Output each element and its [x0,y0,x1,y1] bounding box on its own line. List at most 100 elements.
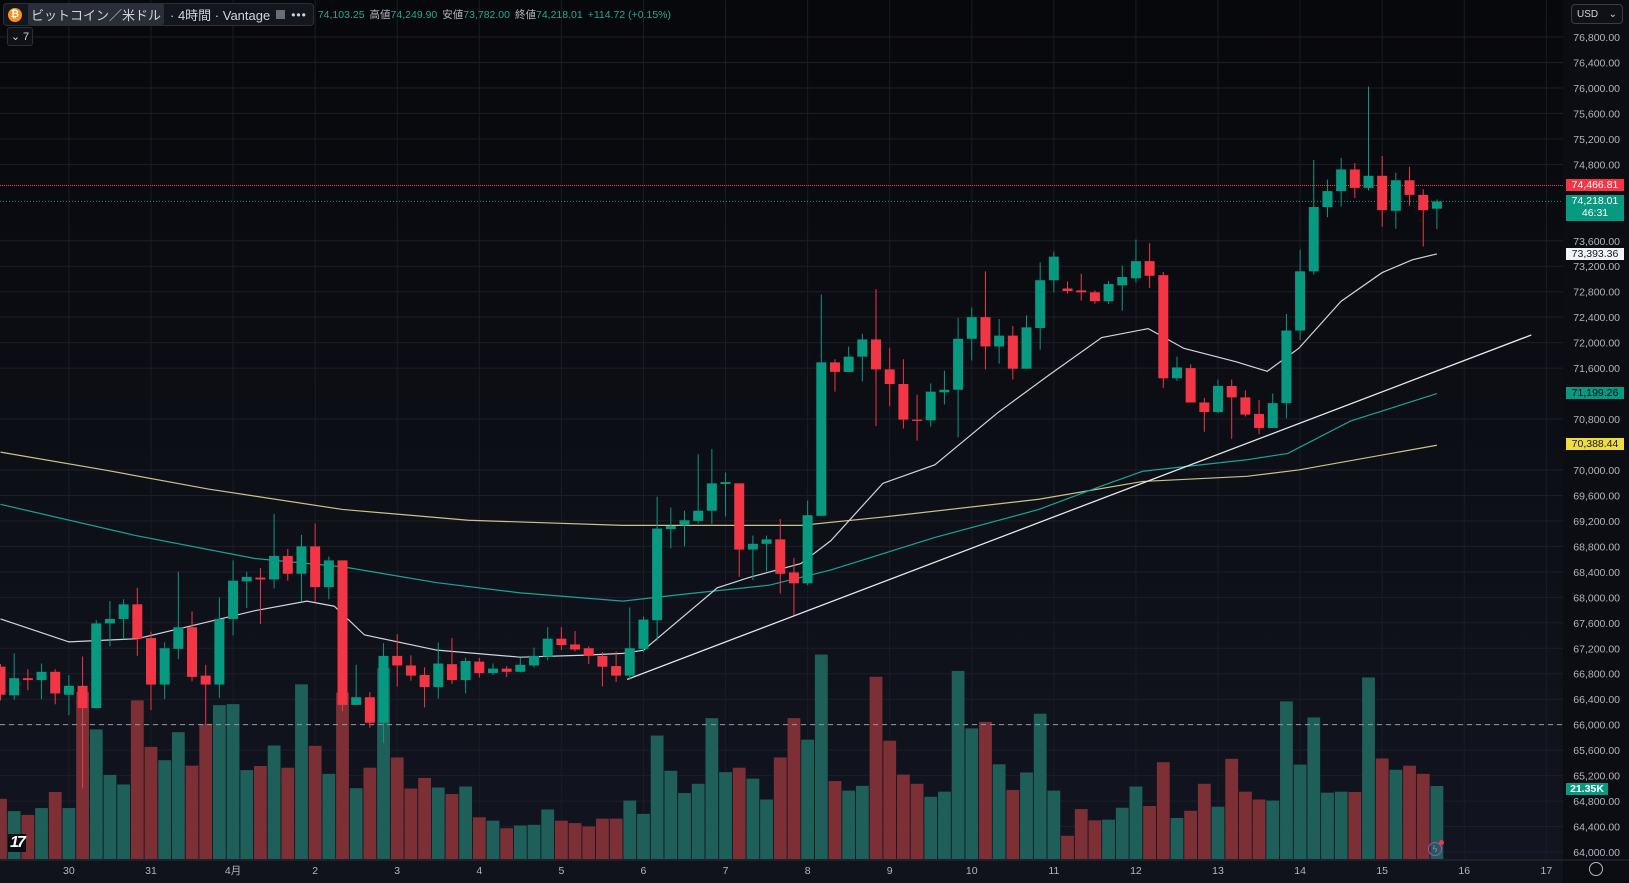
candle [570,631,581,652]
candle-body [665,526,676,530]
candle [1390,172,1401,229]
candle [0,664,6,701]
candle-body [405,665,416,676]
candle [159,642,170,700]
chevron-down-icon: ⌄ [1608,8,1617,20]
time-tick-label: 17 [1540,865,1552,877]
volume-bar [308,745,322,859]
candle [364,692,375,728]
candle-body [460,660,471,681]
volume-bar [1006,789,1020,859]
volume-bar [363,767,377,859]
ma-mid-badge: 71,199.26 [1566,387,1624,399]
indicators-toggle-button[interactable]: ⌄ 7 [7,27,33,46]
candle [788,557,799,616]
volume-bar [171,732,185,859]
volume-bar [938,791,951,859]
price-tick-label: 69,600.00 [1573,490,1620,502]
candle-body [775,539,786,574]
candle-body [597,655,608,667]
candle [1213,379,1224,414]
high-value: 74,249.90 [390,9,438,21]
candle-body [269,555,280,580]
candle [132,587,143,656]
price-tick-label: 65,200.00 [1573,771,1620,783]
candle-body [994,335,1005,347]
volume-bar [459,786,473,859]
candle [542,627,553,661]
volume-bar [1184,810,1198,859]
candle [953,317,964,438]
price-tick-label: 72,000.00 [1573,338,1620,350]
candle [1089,290,1100,304]
ma-fast-badge: 73,393.36 [1566,248,1624,260]
tradingview-logo[interactable]: 17 [8,834,26,852]
candle [1431,199,1442,230]
flag-icon[interactable] [276,10,286,19]
candle [9,653,20,700]
candle-body [843,356,854,372]
trendline[interactable] [626,334,1532,681]
close-label: 終値 [514,9,536,21]
candle [487,663,498,675]
candle-body [282,555,293,574]
candle [720,472,731,517]
candle-body [433,663,444,688]
candle-body [323,560,334,588]
more-options-button[interactable]: ••• [291,7,307,22]
price-tick-label: 64,000.00 [1573,847,1620,859]
candle-body [1158,275,1169,379]
volume-bar [1102,819,1115,859]
symbol-legend[interactable]: ₿ ビットコイン／米ドル · 4時間 · Vantage ••• [3,3,314,26]
candle-body [638,619,649,649]
candle-body [939,389,950,393]
candle [405,655,416,681]
close-value: 74,218.01 [535,9,583,21]
volume-bar [144,746,158,859]
symbol-name[interactable]: ビットコイン／米ドル [28,4,165,25]
candle [638,616,649,653]
currency-select[interactable]: USD ⌄ [1571,4,1623,24]
candle-body [1363,175,1374,188]
bitcoin-icon: ₿ [8,7,22,22]
volume-bar [1334,791,1348,859]
candle-body [77,685,88,709]
candle [898,359,909,429]
time-tick-label: 9 [887,865,893,877]
time-tick-label: 8 [805,865,811,877]
time-axis[interactable]: 30 31 4月 2 3 4 5 6 7 8 9 10 11 12 13 14 15 16 17 [0,859,1629,883]
volume-bar [240,770,254,859]
chevron-down-icon: ⌄ [10,31,21,43]
candle-body [1130,261,1141,279]
candle [597,652,608,687]
volume-bar [199,723,213,859]
lightning-icon[interactable]: ϟ [1428,840,1444,856]
candle [693,454,704,524]
volume-bar [62,808,76,859]
candle-body [871,339,882,370]
bar-countdown: 46:31 [1581,207,1609,219]
candle-body [529,655,540,666]
candle-body [1267,403,1278,428]
volume-bar [637,813,650,859]
volume-bar [705,718,719,859]
volume-bar [267,745,281,859]
volume-bar [527,824,541,859]
volume-bar [691,783,705,859]
settings-gear-icon[interactable] [1589,862,1603,876]
candle-body [378,655,389,723]
volume-bar [732,767,746,859]
time-tick-label: 4 [476,865,482,877]
candle [1158,271,1169,388]
volume-bar [760,799,773,859]
candle [118,599,129,640]
time-tick-label: 16 [1458,865,1470,877]
volume-bar [541,809,555,859]
time-tick-label: 11 [1048,865,1059,877]
candle-body [966,317,977,339]
candle-body [1349,169,1360,188]
volume-bar [1047,790,1061,859]
candle [1171,356,1182,381]
candle [187,611,198,682]
